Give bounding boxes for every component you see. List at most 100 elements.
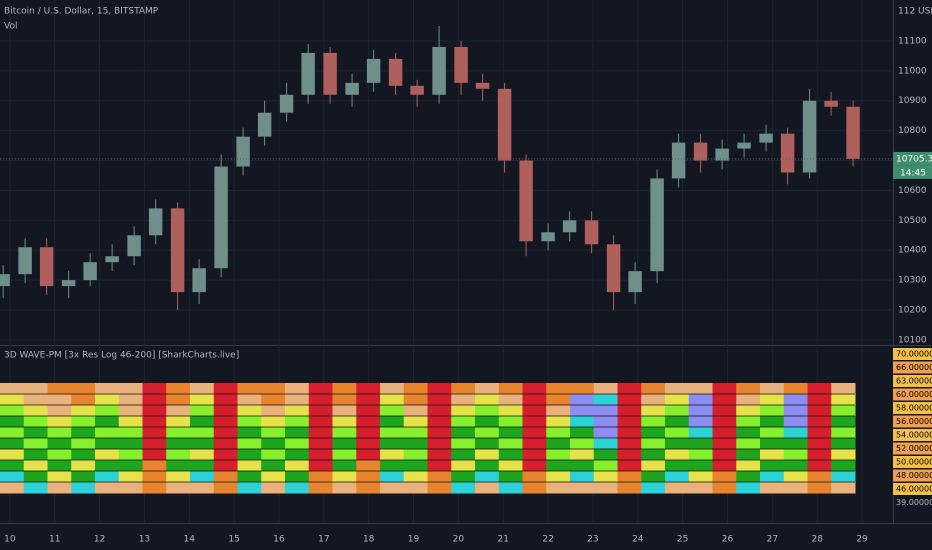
countdown-box (893, 165, 932, 179)
heat-cell (617, 394, 642, 406)
heat-cell (118, 482, 143, 494)
heat-cell (190, 471, 215, 483)
heat-cell (23, 416, 48, 428)
countdown-label: 14:45 (900, 168, 926, 178)
candle-body (388, 58, 403, 86)
heat-cell (783, 394, 808, 406)
heat-cell (285, 427, 310, 439)
heat-cell (71, 383, 96, 395)
candle-body (214, 166, 228, 269)
heat-cell (712, 471, 737, 483)
candle-body (279, 94, 294, 113)
heat-cell (570, 427, 595, 439)
candle-body (366, 58, 381, 83)
heat-cell (427, 394, 452, 406)
heat-cell (546, 471, 571, 483)
x-tick-label: 12 (94, 535, 105, 545)
heat-cell (118, 438, 143, 450)
heat-cell (356, 460, 381, 472)
heat-cell (380, 383, 405, 395)
heat-cell (71, 394, 96, 406)
heat-cell (736, 482, 761, 494)
heat-cell (712, 383, 737, 395)
heat-cell (760, 416, 785, 428)
scale-label-box (893, 402, 932, 414)
candle-body (715, 148, 729, 161)
heat-cell (807, 427, 832, 439)
heat-cell (285, 416, 310, 428)
heat-cell (712, 449, 737, 461)
heat-cell (688, 416, 713, 428)
candle-body (519, 160, 533, 242)
heat-cell (71, 460, 96, 472)
heat-cell (617, 405, 642, 417)
heat-cell (285, 405, 310, 417)
heat-cell (736, 394, 761, 406)
y-tick-label: 10800 (898, 126, 927, 136)
heat-cell (71, 427, 96, 439)
heat-cell (71, 416, 96, 428)
heat-cell (807, 394, 832, 406)
heat-cell (213, 438, 238, 450)
heat-cell (142, 482, 167, 494)
heat-cell (760, 394, 785, 406)
heat-cell (237, 460, 262, 472)
heat-cell (308, 482, 333, 494)
heat-cell (142, 416, 167, 428)
heat-cell (380, 416, 405, 428)
candle-body (236, 136, 250, 167)
heat-cell (641, 482, 666, 494)
heat-cell (95, 394, 120, 406)
heat-cell (498, 427, 523, 439)
heat-cell (617, 482, 642, 494)
heat-cell (593, 471, 618, 483)
heat-cell (95, 383, 120, 395)
heat-cell (427, 438, 452, 450)
x-tick-label: 18 (363, 535, 375, 545)
heat-cell (451, 471, 476, 483)
candle-body (410, 85, 424, 95)
heat-cell (118, 449, 143, 461)
scale-label: 58.000000 (896, 404, 932, 413)
heat-cell (190, 383, 215, 395)
heat-cell (546, 460, 571, 472)
heat-cell (427, 405, 452, 417)
heat-cell (807, 438, 832, 450)
heat-cell (47, 471, 72, 483)
heat-cell (142, 405, 167, 417)
x-tick-label: 24 (632, 535, 644, 545)
heat-cell (166, 405, 191, 417)
heat-cell (403, 482, 428, 494)
heat-cell (23, 460, 48, 472)
heat-cell (0, 460, 25, 472)
scale-label: 54.000000 (896, 431, 932, 440)
heat-cell (522, 427, 547, 439)
heat-cell (665, 394, 690, 406)
heat-cell (570, 482, 595, 494)
heat-cell (570, 405, 595, 417)
x-tick-label: 19 (408, 535, 420, 545)
heat-cell (23, 383, 48, 395)
scale-label: 70.000000 (896, 350, 932, 359)
heat-cell (783, 438, 808, 450)
heat-cell (403, 383, 428, 395)
marks (0, 26, 893, 494)
scale-label-box (893, 415, 932, 428)
scale-label-box (893, 469, 932, 482)
heat-cell (831, 405, 856, 417)
symbol-title: Bitcoin / U.S. Dollar, 15, BITSTAMP (4, 7, 159, 17)
candle-body (257, 112, 272, 137)
heat-cell (0, 449, 25, 461)
heat-cell (641, 383, 666, 395)
heat-cell (760, 471, 785, 483)
heat-cell (0, 394, 25, 406)
heat-cell (0, 482, 25, 494)
heat-cell (570, 416, 595, 428)
heat-cell (237, 383, 262, 395)
heat-cell (427, 460, 452, 472)
heat-cell (332, 438, 357, 450)
y-tick-label: 10500 (898, 216, 927, 226)
candle-body (737, 142, 751, 149)
heat-cell (356, 394, 381, 406)
heat-cell (261, 471, 286, 483)
